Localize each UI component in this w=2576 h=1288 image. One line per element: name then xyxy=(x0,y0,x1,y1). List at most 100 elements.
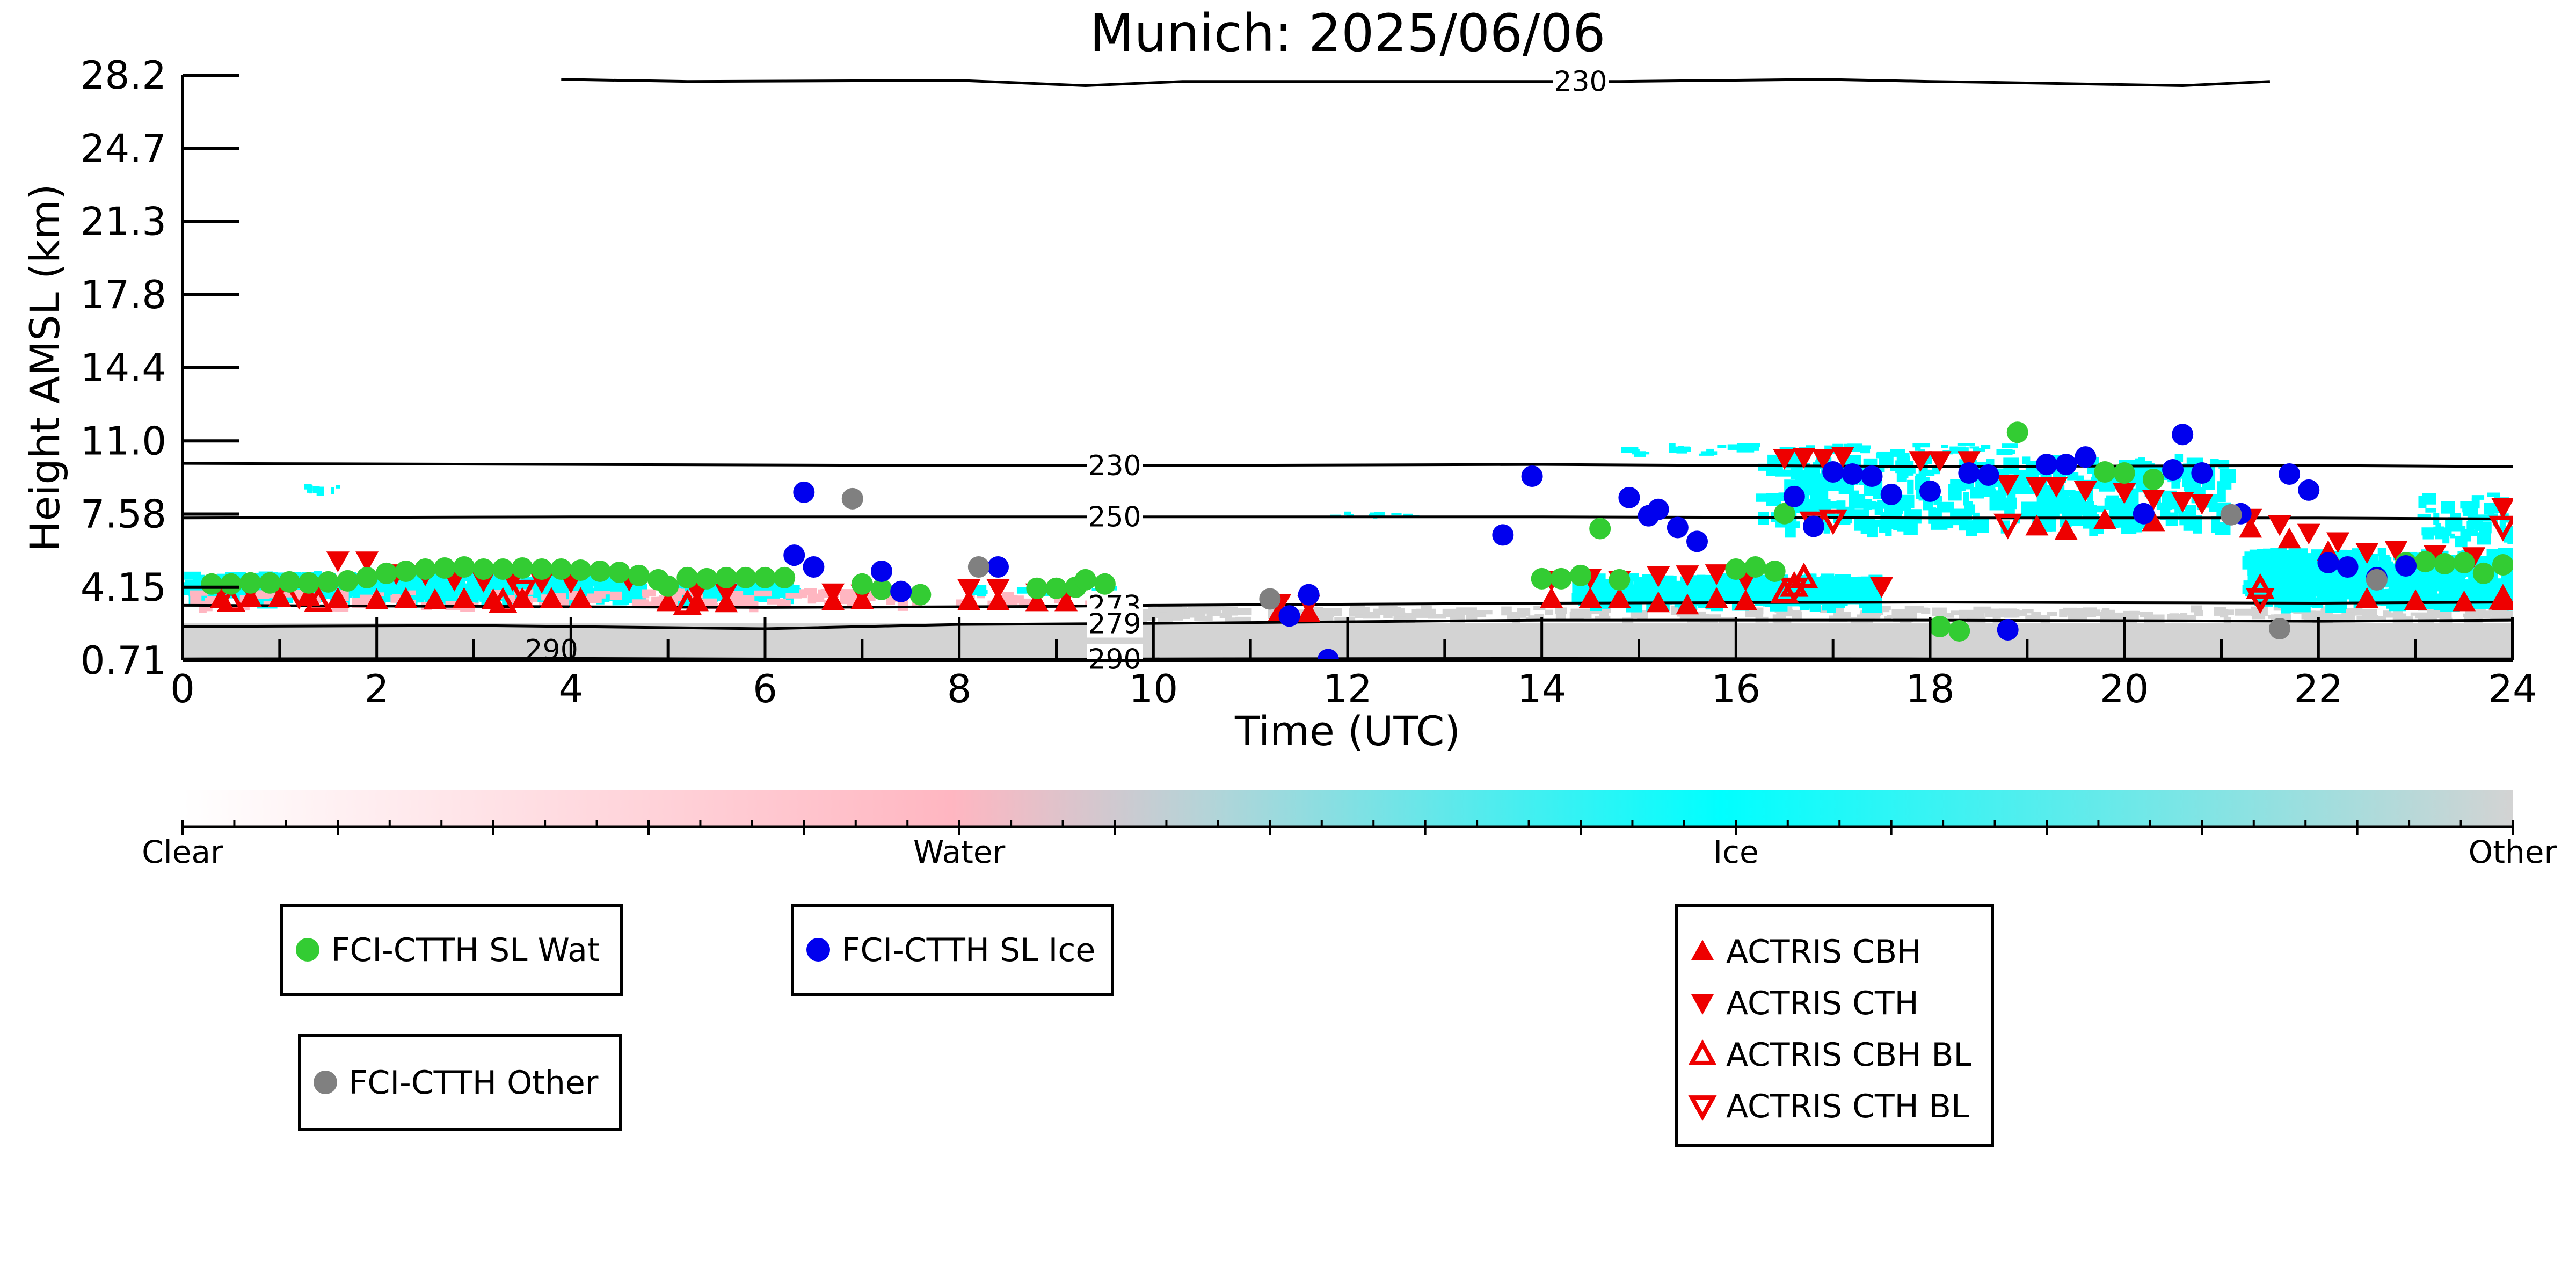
legends: FCI-CTTH SL Wat FCI-CTTH SL Ice FCI-CTTH O… xyxy=(280,904,1994,1147)
water-field-cell xyxy=(609,591,622,600)
ice-field-cell xyxy=(2512,565,2513,579)
data-series xyxy=(201,421,2513,660)
other-field-cell xyxy=(2478,610,2491,619)
contour-label-bg xyxy=(1087,644,1143,673)
contour-label-bg xyxy=(1553,66,1609,96)
y-tick-label: 17.8 xyxy=(81,272,166,317)
legend-marker xyxy=(1688,1039,1717,1065)
data-point xyxy=(1667,516,1689,539)
other-field-cell xyxy=(2492,610,2509,619)
data-point xyxy=(1957,451,1981,472)
ice-field-cell xyxy=(1969,446,1980,449)
data-point xyxy=(2025,477,2049,498)
data-point xyxy=(1773,449,1796,470)
other-field-cell xyxy=(2371,616,2386,622)
other-field-cell xyxy=(1707,614,1721,620)
other-field-cell xyxy=(2439,610,2451,614)
data-point xyxy=(550,558,572,580)
data-point xyxy=(1842,463,1864,485)
legend-label: FCI-CTTH Other xyxy=(349,1064,599,1102)
data-point xyxy=(489,587,518,613)
ice-field-cell xyxy=(2431,574,2438,586)
colorbar-ticks xyxy=(181,820,2514,835)
ice-field-cell xyxy=(1369,513,1379,517)
ice-field-cell xyxy=(2449,533,2455,539)
other-field-cell xyxy=(1214,606,1225,610)
other-field-cell xyxy=(1887,615,1899,618)
y-axis-title: Height AMSL (km) xyxy=(21,184,69,551)
water-field-cell xyxy=(408,590,416,595)
data-point xyxy=(2355,543,2379,564)
legend-marker xyxy=(296,938,319,962)
legend-frame xyxy=(280,904,623,996)
contour-label: 230 xyxy=(1554,66,1607,98)
data-point xyxy=(1928,451,1952,472)
data-point xyxy=(1676,593,1699,615)
water-field-cell xyxy=(190,594,202,606)
data-point xyxy=(453,556,475,578)
water-field-cell xyxy=(838,589,855,595)
series-fci-ctth-other xyxy=(841,487,2388,639)
data-point xyxy=(1540,587,1563,608)
other-field-cell xyxy=(1959,609,1976,619)
other-field-cell xyxy=(1349,605,1365,615)
data-point xyxy=(508,579,537,606)
other-field-cell xyxy=(1304,607,1323,612)
other-field-cell xyxy=(1932,607,1947,616)
data-point xyxy=(608,561,630,583)
ice-field-cell xyxy=(1662,595,1675,601)
data-point xyxy=(2162,459,2184,481)
other-field-cell xyxy=(2383,610,2392,617)
ice-field-cell xyxy=(1977,518,1984,528)
data-point xyxy=(1531,567,1553,590)
other-field-cell xyxy=(2191,605,2202,613)
ice-field-cell xyxy=(2412,572,2423,587)
data-point xyxy=(1870,577,1894,598)
y-tick-label: 21.3 xyxy=(81,199,166,244)
y-tick-label: 28.2 xyxy=(81,53,166,98)
ice-field-cell xyxy=(1863,458,1878,467)
ice-field-cell xyxy=(2355,571,2366,587)
ice-field-cell xyxy=(628,587,642,598)
ice-field-cell xyxy=(1818,581,1828,598)
other-field-cell xyxy=(2047,612,2057,616)
data-point xyxy=(1074,569,1096,591)
data-point xyxy=(871,578,892,600)
data-point xyxy=(1317,649,1339,660)
ice-field-cell xyxy=(1346,514,1354,516)
data-point xyxy=(2404,589,2427,610)
other-field-cell xyxy=(1451,612,1469,615)
other-field-cell xyxy=(1470,612,1487,617)
data-point xyxy=(2113,483,2136,504)
data-point xyxy=(715,566,737,588)
data-point xyxy=(673,589,702,615)
ice-field-cell xyxy=(1403,513,1413,517)
data-point xyxy=(1909,451,1932,472)
data-point xyxy=(326,551,350,572)
data-point xyxy=(356,566,378,588)
data-point xyxy=(909,584,932,606)
legend-label: ACTRIS CTH BL xyxy=(1726,1088,1969,1125)
water-field-cell xyxy=(190,590,208,596)
ice-field-cell xyxy=(2425,508,2436,513)
water-field-cell xyxy=(288,591,303,596)
water-field-cell xyxy=(785,593,802,599)
data-point xyxy=(298,572,320,594)
other-field-cell xyxy=(1533,605,1546,610)
other-field-cell xyxy=(2194,609,2203,616)
ice-field-cell xyxy=(2422,528,2434,540)
ice-field-cell xyxy=(1829,511,1836,519)
legend-marker xyxy=(1691,940,1714,960)
other-field-cell xyxy=(1528,615,1541,622)
data-point xyxy=(1977,464,1999,486)
data-point xyxy=(2453,590,2476,612)
ice-field-cell xyxy=(2003,457,2019,471)
data-point xyxy=(1492,524,1514,546)
data-point xyxy=(628,564,650,586)
data-point xyxy=(696,567,718,590)
data-point xyxy=(317,571,339,593)
x-tick-label: 16 xyxy=(1712,666,1761,711)
ice-field-cell xyxy=(2471,495,2485,500)
legend-marker xyxy=(806,938,830,962)
data-point xyxy=(774,566,796,588)
